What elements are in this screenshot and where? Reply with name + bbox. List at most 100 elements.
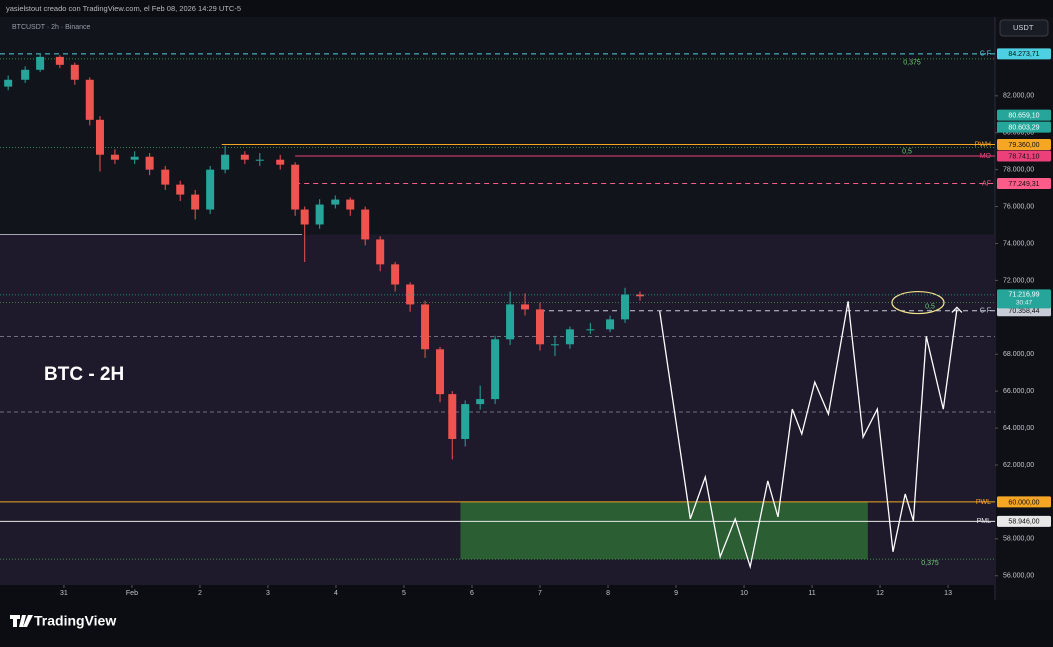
candle-body [421, 304, 430, 350]
demand-zone [460, 501, 868, 560]
x-tick-label: 8 [606, 590, 610, 597]
price-box [997, 496, 1051, 508]
candle-body [130, 156, 139, 160]
level-name: MO [980, 153, 992, 160]
level-name: PWH [975, 141, 991, 148]
candle-body [331, 199, 340, 205]
price-label: 58.946,00 [1008, 519, 1039, 526]
candle-body [491, 339, 500, 400]
candle-body [255, 159, 264, 161]
candle-body [586, 329, 595, 331]
candle-body [276, 159, 285, 165]
price-box [997, 109, 1051, 121]
price-label: 71.216,99 [1008, 292, 1039, 299]
currency: USDT [1013, 23, 1034, 32]
highlight-circle [891, 290, 945, 315]
x-tick-label: 10 [740, 590, 748, 597]
price-label: 78.741,10 [1008, 153, 1039, 160]
fib-label: 0,5 [902, 148, 912, 155]
level-name: C F [980, 51, 991, 58]
level-name: AF [982, 180, 991, 187]
candle-body [315, 204, 324, 225]
candle-body [536, 309, 545, 345]
candle-body [206, 169, 215, 210]
candle-body [221, 154, 230, 170]
y-tick-label: 82.000,00 [1003, 93, 1034, 100]
y-tick-label: 74.000,00 [1003, 240, 1034, 247]
footer [0, 600, 1053, 642]
x-tick-label: Feb [126, 590, 138, 597]
price-label: 84.273,71 [1008, 51, 1039, 58]
y-tick-label: 72.000,00 [1003, 277, 1034, 284]
candle-body [70, 64, 79, 80]
candle-body [361, 209, 370, 240]
candle-body [291, 164, 300, 210]
candle-body [110, 154, 119, 160]
x-tick-label: 2 [198, 590, 202, 597]
candle-body [565, 329, 574, 345]
price-box [997, 139, 1051, 151]
price-label: 80.603,29 [1008, 124, 1039, 131]
level-name: C F [980, 308, 991, 315]
x-tick-label: 11 [808, 590, 815, 597]
candle-body [145, 156, 154, 170]
countdown: 30:47 [1016, 300, 1033, 307]
candle-body [635, 294, 644, 297]
y-tick-label: 68.000,00 [1003, 351, 1034, 358]
y-tick-label: 76.000,00 [1003, 203, 1034, 210]
candle-body [55, 56, 64, 65]
x-tick-label: 13 [944, 590, 952, 597]
y-tick-label: 62.000,00 [1003, 462, 1034, 469]
candle-body [36, 56, 45, 70]
fib-label: 0,5 [925, 303, 935, 310]
brand: TradingView [34, 613, 116, 629]
candle-body [346, 199, 355, 210]
y-tick-label: 78.000,00 [1003, 167, 1034, 174]
price-label: 79.360,00 [1008, 142, 1039, 149]
price-box [997, 289, 1051, 309]
candle-body [436, 349, 445, 395]
candle-body [300, 209, 309, 225]
currency-box[interactable] [999, 19, 1049, 37]
candle-body [95, 119, 104, 155]
candle-body [521, 304, 530, 310]
candle-body [376, 239, 385, 265]
y-tick-label: 80.000,00 [1003, 130, 1034, 137]
price-box [997, 515, 1051, 527]
x-tick-label: 3 [266, 590, 270, 597]
fib-label: 0,375 [903, 60, 921, 67]
arrow-head [951, 306, 963, 313]
price-label: 60.000,00 [1008, 499, 1039, 506]
x-tick-label: 31 [60, 590, 68, 597]
y-tick-label: 58.000,00 [1003, 536, 1034, 543]
y-tick-label: 66.000,00 [1003, 388, 1034, 395]
credit: yasielstout creado con TradingView.com, … [6, 4, 241, 13]
price-box [997, 178, 1051, 190]
candle-body [406, 284, 415, 305]
price-box [997, 48, 1051, 60]
x-tick-label: 9 [674, 590, 678, 597]
x-tick-label: 7 [538, 590, 542, 597]
price-label: 77.249,31 [1008, 181, 1039, 188]
logo [10, 615, 33, 627]
candle-body [4, 79, 13, 87]
candle-body [191, 194, 200, 210]
candle-body [85, 79, 94, 120]
x-tick-label: 4 [334, 590, 338, 597]
x-tick-label: 6 [470, 590, 474, 597]
level-name: PML [977, 518, 992, 525]
x-tick-label: 5 [402, 590, 406, 597]
price-label: 70.358,44 [1008, 308, 1039, 315]
candle-body [550, 344, 559, 346]
candle-body [606, 319, 615, 330]
fib-label: 0,375 [921, 560, 939, 567]
candle-body [21, 69, 30, 80]
y-tick-label: 64.000,00 [1003, 425, 1034, 432]
candle-body [448, 394, 457, 439]
candle-body [476, 399, 485, 405]
candle-body [621, 294, 630, 320]
candle-body [461, 404, 470, 439]
candle-body [161, 169, 170, 185]
annotation: BTC - 2H [44, 364, 124, 385]
